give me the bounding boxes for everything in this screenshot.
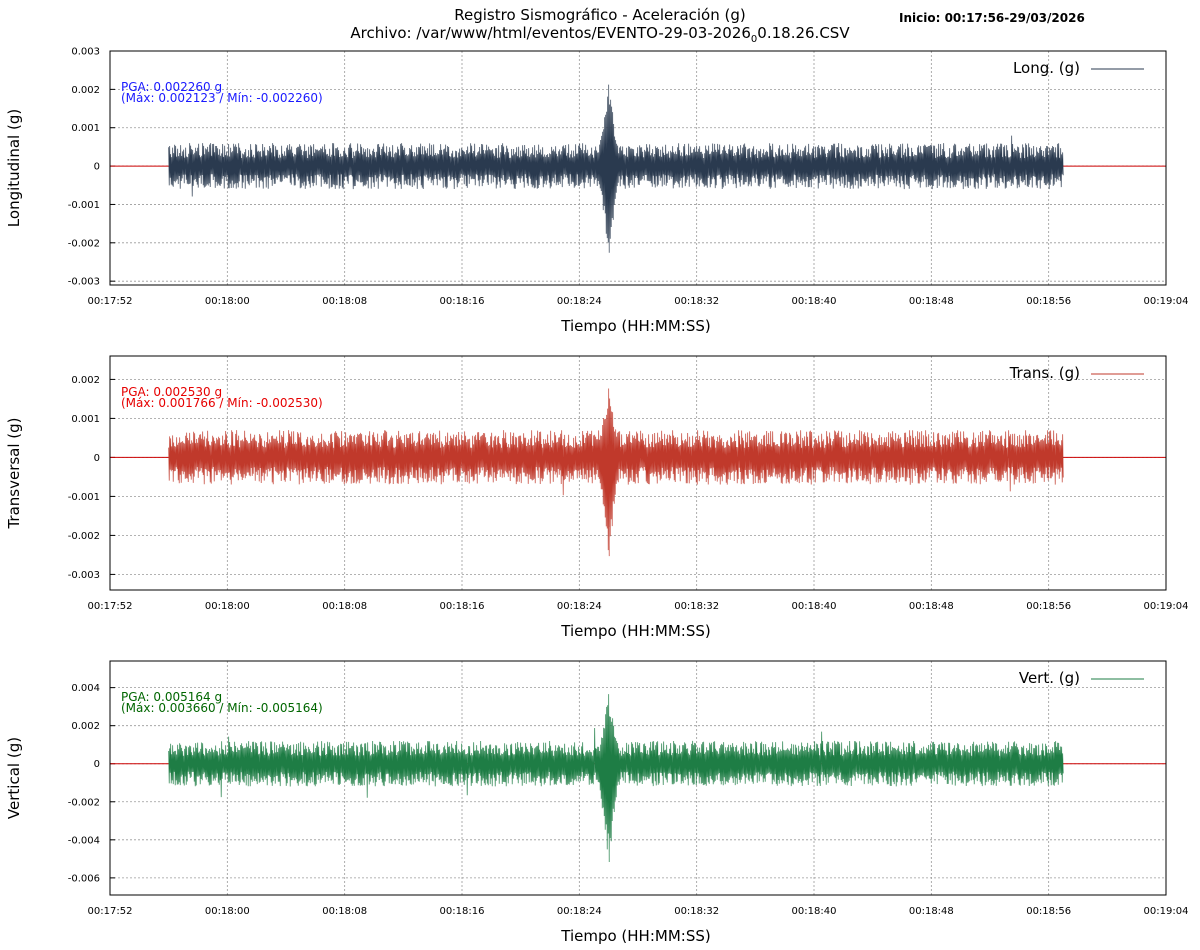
x-axis-label: Tiempo (HH:MM:SS) [560,317,710,335]
x-tick-label: 00:18:32 [674,296,719,307]
x-tick-label: 00:18:16 [440,906,485,917]
y-tick-label: 0.003 [71,47,100,58]
x-tick-label: 00:18:40 [792,601,837,612]
start-info: Inicio: 00:17:56-29/03/2026 [899,11,1085,25]
y-tick-label: 0.004 [71,683,100,694]
y-tick-label: -0.002 [68,238,100,249]
y-tick-label: 0 [94,759,100,770]
x-axis-label: Tiempo (HH:MM:SS) [560,927,710,945]
x-tick-label: 00:19:04 [1144,906,1189,917]
legend-label: Trans. (g) [1009,364,1080,382]
legend-label: Vert. (g) [1019,669,1080,687]
y-tick-label: -0.004 [68,835,100,846]
x-tick-label: 00:18:48 [909,601,954,612]
chart-title: Registro Sismográfico - Aceleración (g) … [250,6,950,49]
x-tick-label: 00:18:56 [1026,906,1071,917]
y-tick-label: -0.003 [68,277,100,288]
y-tick-label: -0.002 [68,797,100,808]
y-tick-label: 0.002 [71,85,100,96]
chart-vertical: 0.004 0.002 0 -0.002 -0.004 -0.006 00:17:52 00:… [5,660,1189,945]
plot-frame [109,355,1167,591]
title-file-tail: 0.18.26.CSV [757,24,850,42]
y-tick-label: 0.001 [71,123,100,134]
x-tick-label: 00:18:32 [674,601,719,612]
y-axis-label: Longitudinal (g) [5,109,23,227]
pga-label: PGA: 0.002530 g [121,385,222,399]
x-tick-label: 00:19:04 [1144,601,1189,612]
x-tick-label: 00:18:08 [322,296,367,307]
pga-range-label: (Máx: 0.001766 / Mín: -0.002530) [121,396,323,410]
x-tick-label: 00:17:52 [88,296,133,307]
x-tick-label: 00:18:56 [1026,601,1071,612]
y-tick-label: -0.001 [68,200,100,211]
x-tick-label: 00:18:32 [674,906,719,917]
x-tick-label: 00:18:40 [792,906,837,917]
x-tick-label: 00:18:08 [322,601,367,612]
chart-longitudinal: 0.003 0.002 0.001 0 -0.001 -0.002 -0.003 00:17:… [5,47,1188,336]
y-tick-label: -0.001 [68,492,100,503]
x-axis-label: Tiempo (HH:MM:SS) [560,622,710,640]
y-axis-label: Transversal (g) [5,417,23,529]
pga-label: PGA: 0.005164 g [121,690,222,704]
y-tick-label: 0 [94,162,100,173]
title-file-path: Archivo: /var/www/html/eventos/EVENTO-29… [350,24,751,42]
x-tick-label: 00:17:52 [88,906,133,917]
pga-range-label: (Máx: 0.003660 / Mín: -0.005164) [121,701,323,715]
chart-transversal: 0.002 0.001 0 -0.001 -0.002 -0.003 00:17:52 00:… [5,355,1189,640]
y-axis-label: Vertical (g) [5,737,23,819]
title-line-1: Registro Sismográfico - Aceleración (g) [454,6,746,24]
y-tick-label: 0.002 [71,375,100,386]
y-tick-label: 0.001 [71,414,100,425]
pga-label: PGA: 0.002260 g [121,80,222,94]
x-tick-label: 00:18:16 [440,296,485,307]
x-tick-label: 00:18:24 [557,601,602,612]
y-tick-label: 0 [94,453,100,464]
x-tick-label: 00:18:24 [557,906,602,917]
x-tick-label: 00:18:48 [909,906,954,917]
plot-frame [109,660,1167,896]
x-tick-label: 00:18:00 [205,601,250,612]
y-tick-label: -0.002 [68,531,100,542]
y-tick-label: -0.003 [68,570,100,581]
pga-range-label: (Máx: 0.002123 / Mín: -0.002260) [121,91,323,105]
x-tick-label: 00:18:00 [205,906,250,917]
x-tick-label: 00:18:56 [1026,296,1071,307]
plot-frame [109,50,1167,286]
series-line-longitudinal [168,84,1064,253]
series-line-vertical [168,694,1064,863]
y-tick-label: -0.006 [68,873,100,884]
y-tick-label: 0.002 [71,721,100,732]
x-tick-label: 00:18:40 [792,296,837,307]
x-tick-label: 00:18:16 [440,601,485,612]
x-tick-label: 00:18:48 [909,296,954,307]
x-tick-label: 00:18:00 [205,296,250,307]
legend-label: Long. (g) [1013,59,1080,77]
title-subscript: 0 [750,34,758,45]
x-tick-label: 00:18:24 [557,296,602,307]
x-tick-label: 00:18:08 [322,906,367,917]
x-tick-label: 00:17:52 [88,601,133,612]
title-line-2: Archivo: /var/www/html/eventos/EVENTO-29… [250,24,950,49]
series-line-transversal [168,388,1064,557]
x-tick-label: 00:19:04 [1144,296,1189,307]
